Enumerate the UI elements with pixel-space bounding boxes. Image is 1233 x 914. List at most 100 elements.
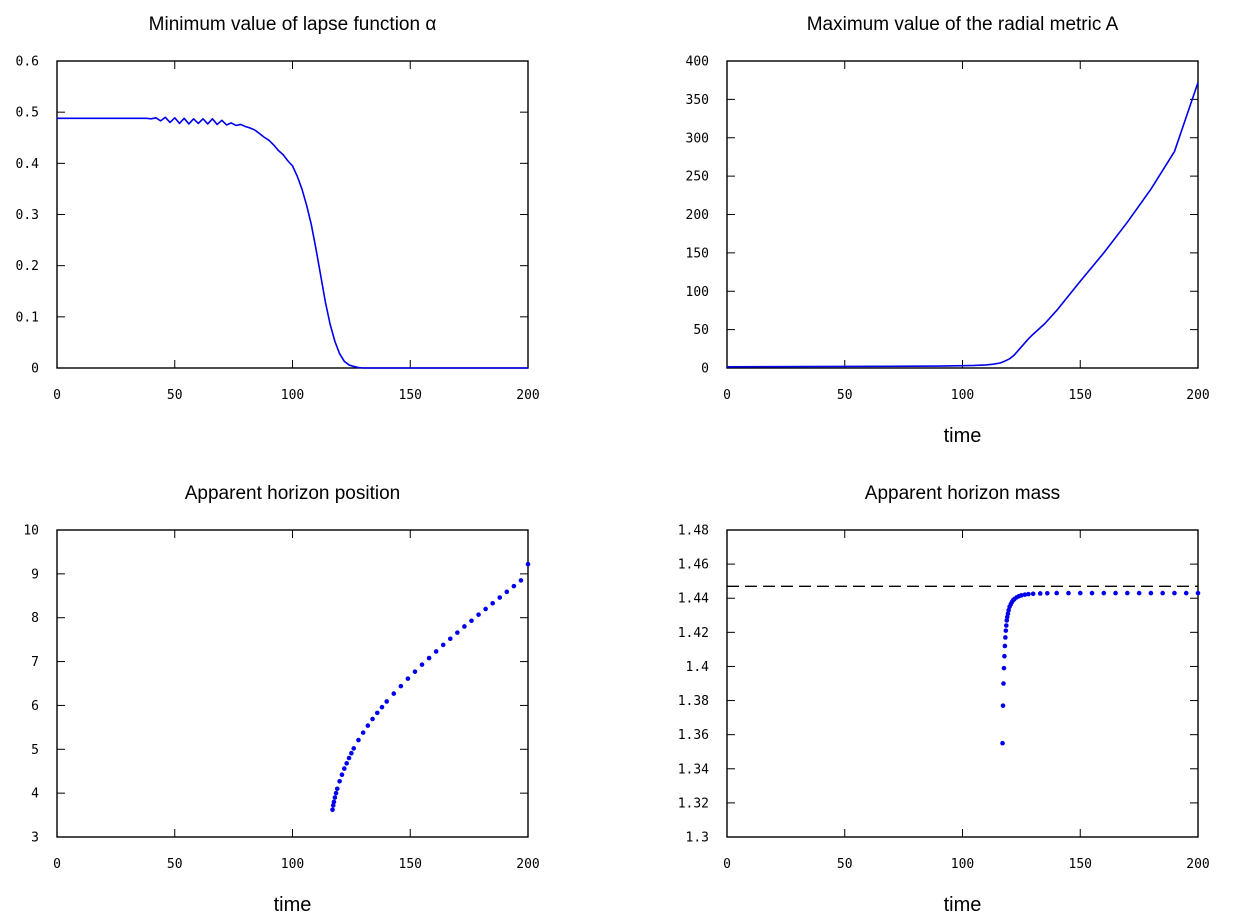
data-point <box>1037 591 1043 596</box>
y-tick-label: 1.44 <box>678 592 709 607</box>
data-point <box>405 676 411 681</box>
data-point <box>504 589 510 595</box>
y-tick-label: 9 <box>31 567 39 582</box>
data-point <box>333 790 339 796</box>
y-tick-label: 1.42 <box>678 626 709 641</box>
y-tick-label: 4 <box>31 787 39 802</box>
x-axis-label: time <box>944 425 982 447</box>
data-point <box>447 636 453 642</box>
y-tick-label: 5 <box>31 743 39 758</box>
data-point <box>1113 590 1118 596</box>
data-point <box>1000 740 1005 746</box>
data-point <box>1125 590 1130 596</box>
data-point <box>370 716 375 722</box>
y-tick-label: 10 <box>23 524 39 539</box>
x-tick-label: 100 <box>281 388 304 403</box>
data-point <box>331 799 337 805</box>
y-tick-label: 300 <box>686 131 709 146</box>
data-point <box>1001 665 1007 671</box>
data-point <box>1004 623 1009 628</box>
data-point <box>1101 590 1107 596</box>
x-tick-label: 200 <box>516 388 539 403</box>
data-point <box>1030 591 1036 597</box>
panel-horizon-position: Apparent horizon position time 0 50 100 150 20… <box>23 483 539 914</box>
plot-frame <box>726 529 1199 838</box>
panel-lapse-minimum: Minimum value of lapse function α 0 50 100 1… <box>16 14 540 403</box>
data-point <box>1044 590 1050 596</box>
data-point <box>1026 591 1031 597</box>
plot-frame <box>56 529 529 838</box>
chart-title: Apparent horizon position <box>185 483 400 504</box>
y-tick-label: 400 <box>686 55 709 70</box>
y-tick-label: 0 <box>701 362 709 377</box>
y-tick-label: 3 <box>31 831 39 846</box>
x-tick-label: 200 <box>1186 857 1209 872</box>
x-tick-label: 200 <box>1186 388 1209 403</box>
y-tick-label: 1.48 <box>678 524 709 539</box>
x-tick-label: 200 <box>516 857 539 872</box>
data-point <box>374 710 380 716</box>
data-point <box>1001 681 1006 686</box>
y-tick-label: 8 <box>31 611 39 626</box>
y-tick-label: 0.4 <box>16 157 40 172</box>
data-point <box>1089 590 1095 596</box>
x-tick-label: 0 <box>723 857 731 872</box>
data-point <box>483 606 488 612</box>
data-point <box>1160 590 1165 596</box>
y-tick-label: 1.32 <box>678 796 709 811</box>
data-point <box>426 655 432 661</box>
data-point <box>346 755 352 761</box>
data-point <box>462 624 467 629</box>
data-point <box>356 737 361 743</box>
series-line <box>726 82 1199 368</box>
data-point <box>490 600 495 606</box>
data-point <box>342 766 347 771</box>
y-tick-label: 0.6 <box>16 55 39 70</box>
y-tick-label: 0 <box>31 362 39 377</box>
data-point <box>1002 643 1008 649</box>
data-point <box>1002 653 1007 659</box>
chart-title: Maximum value of the radial metric A <box>807 14 1119 35</box>
y-tick-label: 7 <box>31 655 39 670</box>
data-point <box>1054 590 1059 596</box>
data-point <box>344 761 349 766</box>
x-axis-label: time <box>274 894 312 914</box>
x-tick-label: 50 <box>167 857 183 872</box>
data-point <box>384 699 390 704</box>
data-point <box>1004 614 1010 620</box>
y-tick-label: 1.3 <box>686 831 709 846</box>
data-point <box>518 578 524 583</box>
x-axis-label: time <box>944 894 982 914</box>
data-point <box>1005 611 1011 616</box>
data-point <box>440 642 446 648</box>
y-tick-label: 0.2 <box>16 259 39 274</box>
data-point <box>1003 628 1009 633</box>
data-point <box>1172 590 1177 596</box>
y-tick-label: 50 <box>693 323 709 338</box>
x-tick-label: 50 <box>167 388 183 403</box>
chart-title: Apparent horizon mass <box>865 483 1060 504</box>
y-tick-label: 0.1 <box>16 310 39 325</box>
x-tick-label: 0 <box>53 857 61 872</box>
y-tick-label: 250 <box>686 170 709 185</box>
y-tick-label: 100 <box>686 285 709 300</box>
data-point <box>330 803 336 808</box>
series-line <box>57 116 528 369</box>
x-tick-label: 100 <box>951 857 974 872</box>
y-tick-label: 1.34 <box>678 762 709 777</box>
data-point <box>1004 618 1010 623</box>
y-tick-label: 1.4 <box>686 660 710 675</box>
data-point <box>1136 590 1142 596</box>
y-tick-label: 1.46 <box>678 558 709 573</box>
data-point <box>360 730 366 735</box>
y-tick-label: 150 <box>686 246 709 261</box>
data-point <box>511 583 517 589</box>
data-point <box>525 561 531 567</box>
x-tick-label: 150 <box>399 857 422 872</box>
data-point <box>1148 590 1154 596</box>
data-point <box>476 612 481 617</box>
data-point <box>398 683 404 689</box>
x-tick-label: 100 <box>951 388 974 403</box>
y-tick-label: 0.5 <box>16 106 39 121</box>
